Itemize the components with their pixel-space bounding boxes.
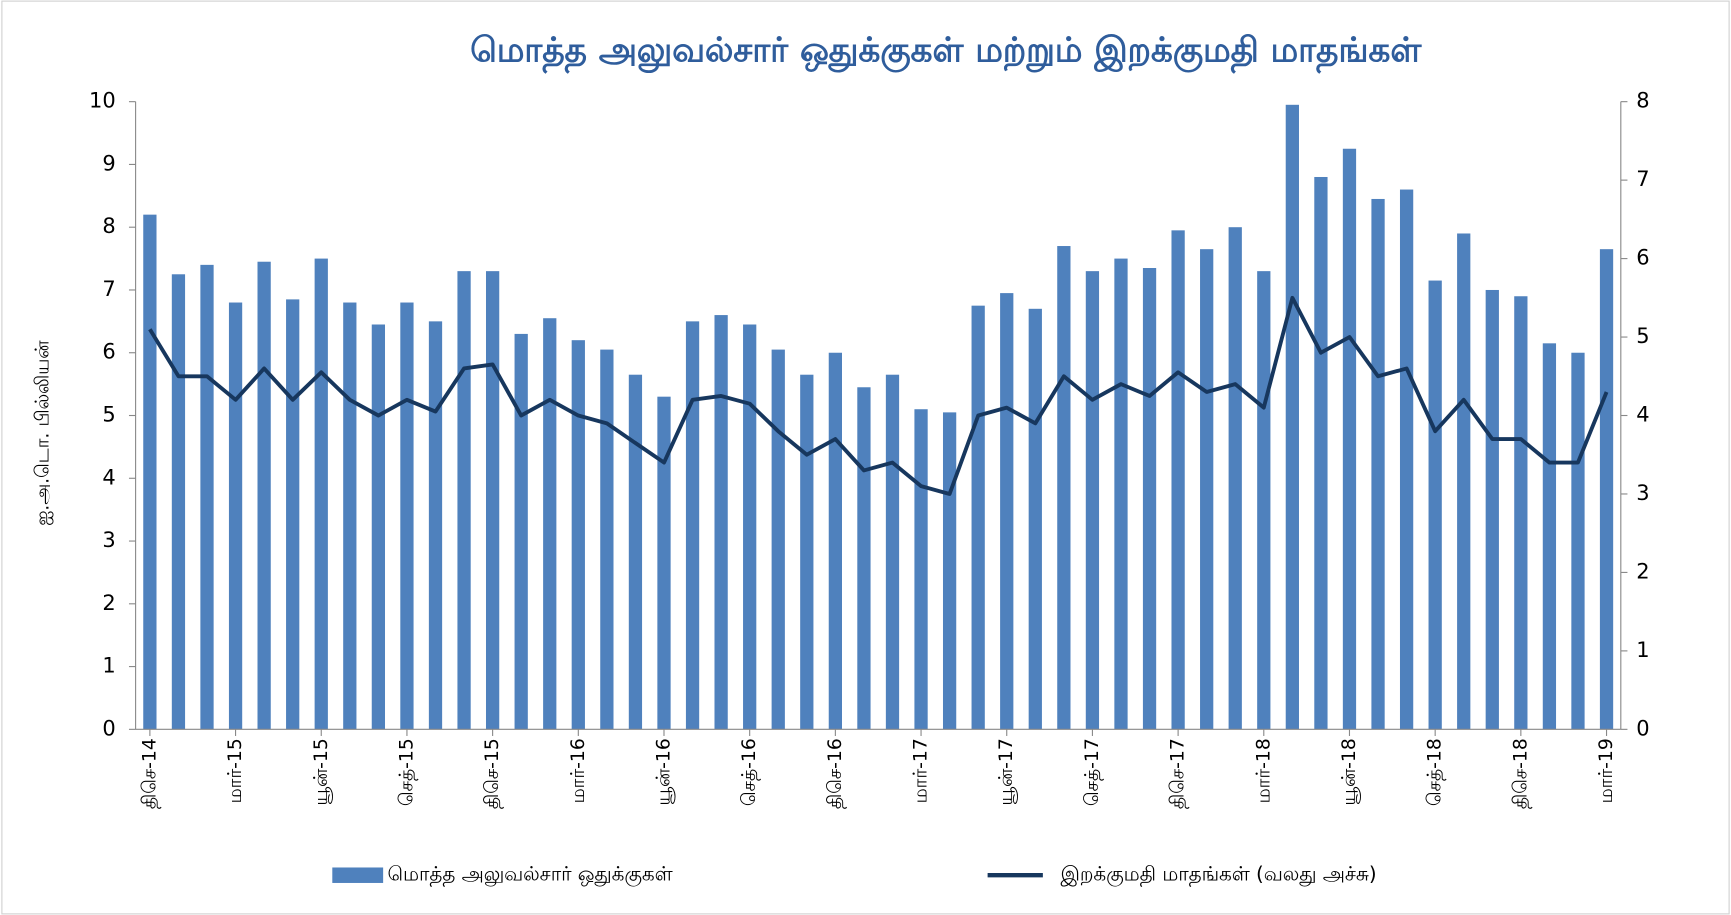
bar: [1228, 227, 1242, 730]
y-tick-label: 2: [102, 591, 115, 615]
x-tick-label: செத்-15: [396, 738, 418, 806]
bar: [428, 321, 443, 730]
bar: [1285, 104, 1299, 730]
bar: [1342, 148, 1357, 730]
bar: [457, 271, 471, 730]
y-tick-label: 10: [89, 89, 116, 113]
y2-tick-label: 2: [1636, 559, 1649, 583]
bar: [1542, 343, 1557, 730]
x-tick-label: யூன்-17: [996, 738, 1018, 805]
bar: [714, 315, 728, 730]
y-tick-label: 9: [102, 151, 115, 175]
bar: [942, 412, 957, 730]
x-tick-label: மார்-19: [1596, 738, 1617, 803]
bar: [371, 324, 386, 730]
y-tick-label: 4: [102, 465, 115, 489]
chart-title: மொத்த அலுவல்சார் ஒதுக்குகள் மற்றும் இறக்…: [470, 30, 1421, 73]
bar: [857, 387, 871, 730]
bar: [485, 271, 500, 730]
x-tick-label: மார்-17: [911, 738, 932, 803]
x-tick-label: திசெ-14: [139, 738, 161, 809]
x-tick-label: யூன்-18: [1339, 738, 1361, 805]
x-tick-label: செத்-18: [1425, 738, 1447, 806]
x-tick-label: திசெ-17: [1168, 738, 1190, 809]
y-tick-label: 0: [102, 716, 115, 740]
bar: [743, 324, 757, 730]
y-tick-label: 3: [102, 528, 115, 552]
y2-tick-label: 7: [1636, 167, 1649, 191]
y-tick-label: 7: [102, 277, 115, 301]
bar: [1142, 268, 1157, 730]
bar: [1114, 258, 1128, 730]
y2-tick-label: 1: [1636, 638, 1649, 662]
bar: [257, 261, 271, 730]
bar: [1571, 352, 1585, 730]
bar: [971, 305, 985, 730]
bar: [800, 374, 814, 730]
bar: [171, 274, 186, 730]
x-tick-label: மார்-18: [1253, 738, 1274, 803]
bar: [657, 396, 671, 730]
bar: [1599, 249, 1614, 730]
bar: [685, 321, 700, 730]
bar: [200, 264, 214, 730]
bar: [1428, 280, 1442, 730]
bar: [343, 302, 357, 730]
bar: [1057, 246, 1071, 730]
y2-tick-label: 0: [1636, 716, 1649, 740]
bar: [314, 258, 328, 730]
bar: [286, 299, 300, 730]
line-series: [148, 295, 1609, 496]
bar: [1000, 293, 1014, 730]
bar: [771, 349, 785, 730]
bar: [1200, 249, 1214, 730]
y2-tick-label: 4: [1636, 403, 1649, 427]
bar: [571, 340, 585, 730]
y2-tick-label: 3: [1636, 481, 1649, 505]
y2-tick-label: 5: [1636, 324, 1649, 348]
bar: [1028, 308, 1042, 730]
x-tick-label: செத்-17: [1082, 738, 1104, 806]
y2-tick-label: 8: [1636, 89, 1649, 113]
legend-label: மொத்த அலுவல்சார் ஒதுக்குகள்: [388, 863, 673, 887]
x-tick-label: மார்-15: [225, 738, 246, 803]
x-tick-label: யூன்-15: [311, 738, 333, 805]
bar: [228, 302, 243, 730]
bar: [143, 214, 157, 730]
bar: [400, 302, 414, 730]
y-tick-label: 8: [102, 214, 115, 238]
bar: [543, 318, 557, 730]
bar: [828, 352, 842, 730]
bar: [628, 374, 643, 730]
bar: [1399, 189, 1414, 730]
bar: [1457, 233, 1471, 730]
bar: [1514, 296, 1528, 730]
x-tick-label: திசெ-15: [482, 738, 504, 809]
y-axis-title: ஐ.அ.டொ. பில்லியன்: [32, 340, 53, 526]
y2-tick-label: 6: [1636, 246, 1649, 270]
legend-label: இறக்குமதி மாதங்கள் (வலது அச்சு): [1061, 863, 1377, 887]
x-tick-label: திசெ-16: [825, 738, 847, 809]
bar: [1371, 198, 1385, 730]
y-tick-label: 6: [102, 340, 115, 364]
bar: [1257, 271, 1271, 730]
y-tick-label: 5: [102, 403, 115, 427]
bar: [600, 349, 614, 730]
bar: [885, 374, 900, 730]
y-tick-label: 1: [102, 654, 115, 678]
bar: [1485, 289, 1499, 730]
bar: [1085, 271, 1100, 730]
bar: [914, 409, 928, 730]
x-tick-label: யூன்-16: [653, 738, 675, 805]
x-tick-label: திசெ-18: [1510, 738, 1532, 809]
legend-swatch: [332, 867, 384, 883]
bar: [1314, 176, 1328, 730]
x-tick-label: மார்-16: [568, 738, 589, 803]
x-tick-label: செத்-16: [739, 738, 761, 806]
bar: [514, 333, 528, 730]
bar: [1171, 230, 1185, 730]
